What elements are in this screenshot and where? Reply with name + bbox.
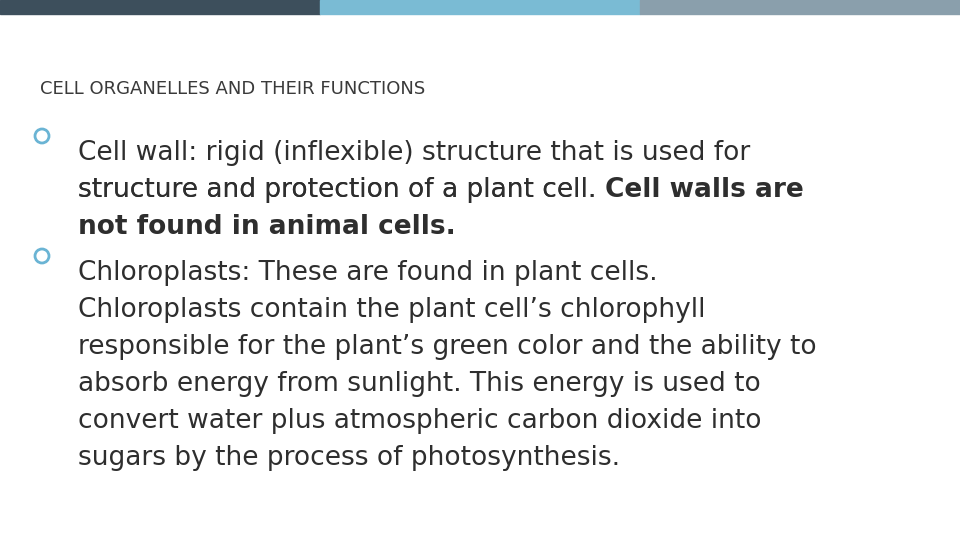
Text: absorb energy from sunlight. This energy is used to: absorb energy from sunlight. This energy… <box>78 371 760 397</box>
Text: convert water plus atmospheric carbon dioxide into: convert water plus atmospheric carbon di… <box>78 408 761 434</box>
Text: structure and protection of a plant cell.: structure and protection of a plant cell… <box>78 177 605 203</box>
Bar <box>0 0 320 14</box>
Text: structure and protection of a plant cell.: structure and protection of a plant cell… <box>78 177 605 203</box>
Text: responsible for the plant’s green color and the ability to: responsible for the plant’s green color … <box>78 334 817 360</box>
Text: CELL ORGANELLES AND THEIR FUNCTIONS: CELL ORGANELLES AND THEIR FUNCTIONS <box>40 80 425 98</box>
Text: Cell wall: rigid (inflexible) structure that is used for: Cell wall: rigid (inflexible) structure … <box>78 140 751 166</box>
Bar <box>320 0 640 14</box>
Bar <box>640 0 960 14</box>
Text: sugars by the process of photosynthesis.: sugars by the process of photosynthesis. <box>78 445 620 471</box>
Text: not found in animal cells.: not found in animal cells. <box>78 214 456 240</box>
Text: Chloroplasts: These are found in plant cells.: Chloroplasts: These are found in plant c… <box>78 260 658 286</box>
Text: Cell walls are: Cell walls are <box>605 177 804 203</box>
Text: Chloroplasts contain the plant cell’s chlorophyll: Chloroplasts contain the plant cell’s ch… <box>78 297 706 323</box>
